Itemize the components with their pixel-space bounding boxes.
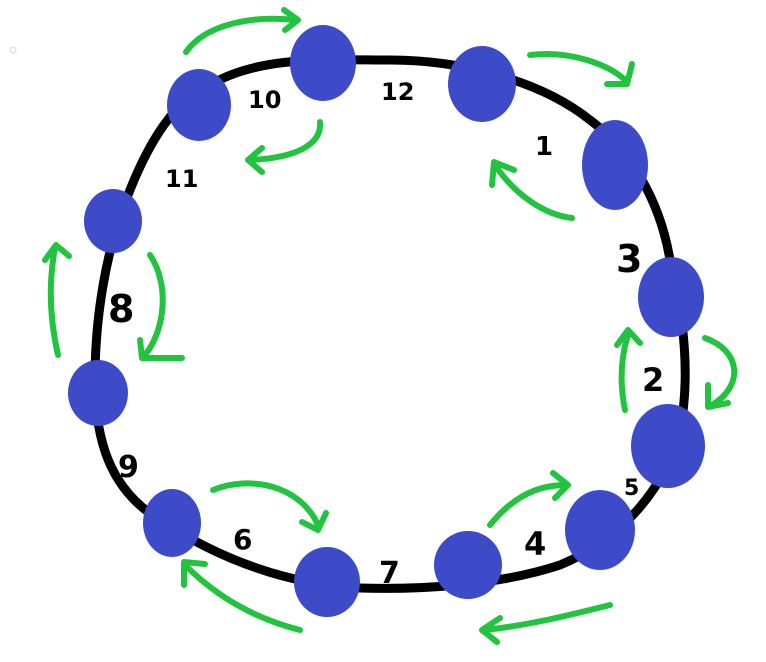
arrow-right-down-head [705,382,731,410]
edge-label-9: 9 [118,450,139,485]
node-top-left [167,69,231,141]
arrow-right-up-head [614,327,643,348]
node-top-center-left [290,25,356,101]
edge-label-3: 3 [616,237,642,281]
arrow-bottom-left-head [299,510,329,533]
nodes [68,25,705,617]
arrow-right-up [618,332,631,413]
edge-label-2: 2 [642,361,664,399]
arrows [42,7,738,645]
edge-label-12: 12 [381,78,414,106]
arrow-top-right-head [604,61,635,87]
arrow-right-down [702,335,738,408]
node-right-lower [631,404,705,488]
node-upper-right [582,120,648,210]
arrow-bottom-right-return-head [479,615,503,645]
arrow-top-right [527,51,628,83]
edge-label-4: 4 [524,525,546,563]
edge-label-11: 11 [165,165,198,193]
node-top-center-right [448,46,516,122]
arrow-left-down-head [137,337,185,361]
arrow-bottom-left [210,480,321,528]
arrow-under-1-head [489,159,517,188]
edge-label-10: 10 [248,86,281,114]
arrow-bottom-right-return [482,602,613,633]
arrow-bottom-left-return [182,562,303,633]
edge-label-7: 7 [379,556,400,591]
arrow-under-10 [247,119,324,163]
arrow-bottom-left-return-head [181,559,208,588]
arrow-left-up [47,245,61,358]
node-bottom-right [565,490,635,570]
arrow-top-left [183,15,299,55]
edge-label-5: 5 [624,476,639,501]
ring-path [90,55,690,593]
faint-dot [9,46,17,54]
arrow-top-left-head [281,7,301,33]
arrow-under-1 [492,162,575,221]
arrow-bottom-right-head [550,470,571,501]
node-bottom-center-left [294,547,360,617]
node-bottom-center-right [434,531,502,599]
edge-label-1: 1 [535,132,553,162]
edge-label-6: 6 [233,523,252,556]
edge-label-8: 8 [108,287,134,331]
arrow-under-10-head [245,145,265,175]
arrow-bottom-right [487,482,568,528]
node-right-middle [638,257,704,337]
node-left-lower [68,360,128,426]
arrow-left-down [142,252,166,358]
edge-labels: 10 12 1 11 3 8 2 9 5 6 7 4 [108,78,664,591]
node-bottom-left [143,489,201,557]
node-left-upper [84,189,142,253]
arrow-left-up-head [42,242,72,263]
